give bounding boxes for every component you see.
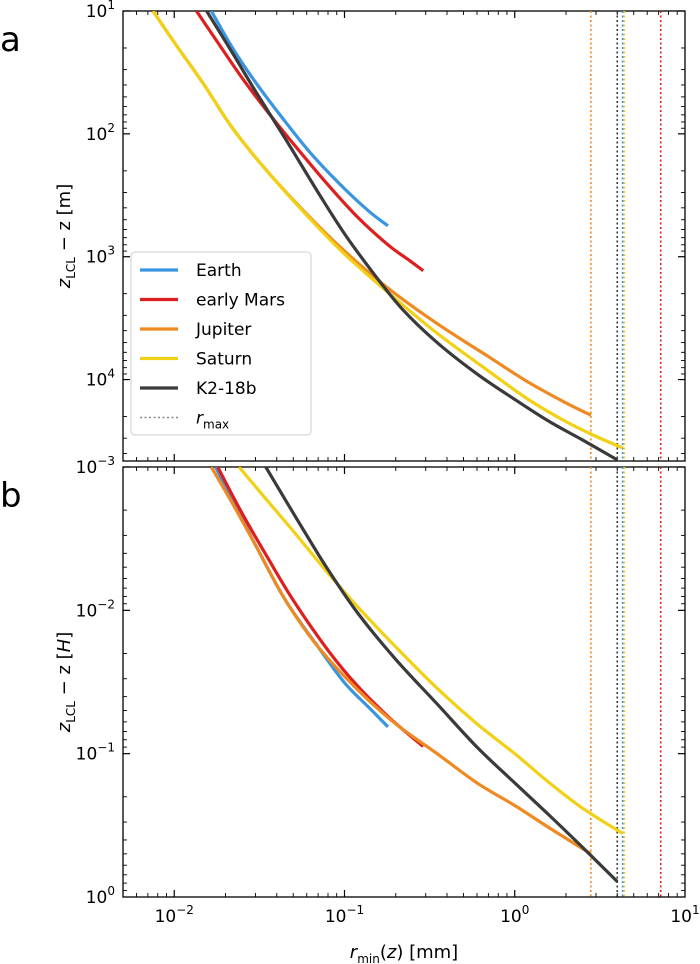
y-tick-label: 103 [86,244,115,268]
y-tick-exponent: −2 [97,597,115,611]
x-label-z: z [386,942,397,963]
series-line-early-mars-a [195,11,425,273]
y-tick-base: 10 [86,888,108,908]
y-tick-label: 10−1 [76,741,115,765]
legend-label-saturn: Saturn [196,350,252,370]
x-tick-exponent: 0 [522,903,530,917]
series-line-saturn-b [237,467,624,835]
series-line-earth-a [209,11,389,228]
y-tick-exponent: −1 [97,741,115,755]
legend-label-early-mars: early Mars [196,291,285,311]
panel-a-frame [122,10,686,462]
y-axis-label-b: zLCL − z [H] [54,632,78,734]
x-tick-label: 101 [670,903,699,927]
y-tick-base: 10 [86,2,108,22]
x-label-rest: ) [mm] [396,942,458,963]
y-tick-base: 10 [76,745,98,765]
x-tick-label: 10−2 [155,903,194,927]
y-tick-base: 10 [76,601,98,621]
y-tick-label: 102 [86,121,115,145]
y-tick-label: 100 [86,884,115,908]
x-tick-base: 10 [325,907,347,927]
y-tick-exponent: 3 [107,244,115,258]
y-tick-base: 10 [76,458,98,478]
y-tick-label: 10−3 [76,454,115,478]
x-tick-base: 10 [500,907,522,927]
y-label-rest-end: ] [54,632,75,639]
y-label-z: z [54,278,75,289]
y-tick-label: 10−2 [76,597,115,621]
x-label-paren-open: ( [380,942,387,963]
legend-rmax-r: r [196,409,204,429]
y-tick-base: 10 [86,125,108,145]
y-tick-base: 10 [86,248,108,268]
x-tick-label: 10−1 [325,903,364,927]
y-axis-label-a: zLCL − z [m] [54,184,78,289]
legend-rmax-subscript: max [203,418,229,432]
y-tick-exponent: 1 [107,0,115,12]
series-line-early-mars-b [216,467,425,748]
legend-label-k2-18b: K2-18b [196,379,257,399]
legend-label-rmax: rmax [196,409,229,432]
y-label-subscript: LCL [64,701,78,723]
x-tick-exponent: 1 [692,903,700,917]
series-line-earth-b [214,467,390,728]
y-label-z: z [54,722,75,733]
x-tick-exponent: −1 [346,903,364,917]
y-tick-exponent: 0 [107,884,115,898]
x-axis-label: rmin(z) [mm] [350,942,458,964]
x-tick-base: 10 [670,907,692,927]
y-tick-exponent: 4 [107,367,115,381]
series-line-jupiter-b [209,467,592,856]
plot-area-a [151,11,662,461]
x-label-r: r [350,942,359,963]
y-tick-exponent: −3 [97,454,115,468]
series-line-k2-18b-b [264,467,619,883]
y-tick-label: 101 [86,0,115,22]
legend-label-earth: Earth [196,261,242,281]
plot-area-b [209,467,662,897]
series-line-saturn-a [151,11,624,450]
x-tick-label: 100 [500,903,529,927]
x-label-subscript: min [357,952,380,964]
y-label-rest: − z [m] [54,184,75,257]
series-line-k2-18b-a [205,11,619,461]
legend: Earth early Mars Jupiter Saturn K2-18b rmax [130,251,312,436]
legend-label-jupiter: Jupiter [195,320,251,340]
panel-b-frame [122,466,686,898]
panel-letter-b: b [0,476,22,516]
y-tick-exponent: 2 [107,121,115,135]
x-tick-base: 10 [155,907,177,927]
y-tick-base: 10 [86,371,108,391]
panel-letter-a: a [0,20,21,60]
y-label-rest: − z [ [54,652,75,701]
y-label-unit-h: H [54,638,75,652]
y-tick-label: 104 [86,367,115,391]
x-tick-exponent: −2 [176,903,194,917]
y-label-subscript: LCL [64,257,78,279]
